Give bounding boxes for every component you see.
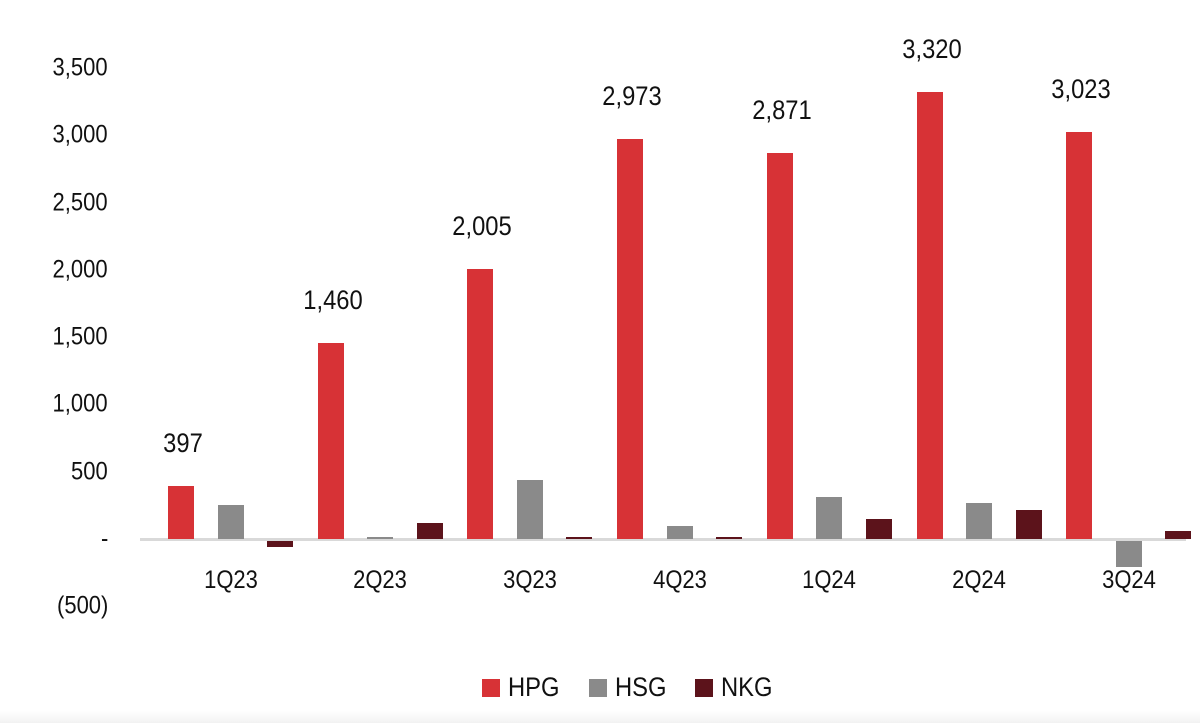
y-tick-label: 500 [71, 457, 108, 486]
x-tick-label: 3Q23 [502, 566, 557, 594]
bar-hsg-1q24 [816, 497, 843, 539]
data-label-hpg-1q24: 2,871 [752, 94, 812, 125]
legend-label-nkg: NKG [721, 672, 773, 702]
legend-item-nkg: NKG [695, 672, 780, 703]
bar-nkg-1q23 [267, 541, 293, 548]
bar-hpg-3q24 [1066, 132, 1093, 539]
bar-nkg-2q23 [416, 522, 443, 539]
data-label-hpg-3q23: 2,005 [452, 211, 513, 242]
y-tick-label: 2,500 [52, 188, 108, 217]
data-label-hpg-2q24: 3,320 [901, 34, 962, 65]
y-tick-label: 1,000 [52, 389, 108, 418]
legend-item-hpg: HPG [482, 672, 567, 703]
bar-nkg-4q23 [716, 537, 743, 539]
y-tick-label: 1,500 [52, 322, 108, 351]
x-tick-label: 1Q23 [203, 566, 258, 594]
bar-hpg-4q23 [617, 138, 644, 539]
bar-hsg-1q23 [217, 505, 244, 539]
legend-swatch-hpg [482, 678, 500, 697]
bar-hpg-1q23 [168, 485, 194, 539]
y-tick-label: 2,000 [52, 255, 108, 284]
bar-nkg-3q24 [1165, 530, 1192, 539]
x-tick-label: 2Q23 [353, 566, 408, 594]
data-label-hpg-1q23: 397 [163, 427, 203, 458]
y-tick-label: (500) [56, 591, 108, 620]
y-tick-label: 3,000 [52, 120, 108, 149]
bar-hsg-4q23 [666, 525, 693, 539]
x-tick-label: 1Q24 [802, 566, 857, 594]
data-label-hpg-2q23: 1,460 [302, 284, 363, 315]
x-tick-label: 3Q24 [1101, 566, 1156, 594]
bar-nkg-2q24 [1015, 510, 1042, 539]
bar-nkg-3q23 [566, 537, 593, 539]
bar-hsg-2q24 [966, 503, 992, 539]
x-tick-label: 4Q23 [652, 566, 707, 594]
y-tick-label: 3,500 [52, 53, 108, 82]
legend: HPG HSG NKG [482, 672, 780, 703]
bar-hpg-2q23 [317, 342, 344, 539]
bar-hpg-3q23 [467, 269, 494, 539]
bar-hsg-3q23 [516, 479, 543, 539]
legend-swatch-hsg [588, 678, 607, 697]
data-label-hpg-4q23: 2,973 [602, 80, 662, 111]
x-tick-label: 2Q24 [952, 566, 1006, 594]
y-tick-label: - [100, 524, 108, 553]
bar-hsg-2q23 [367, 537, 394, 539]
data-label-hpg-3q24: 3,023 [1051, 74, 1111, 105]
legend-label-hpg: HPG [508, 672, 560, 702]
x-axis-baseline [140, 538, 1186, 541]
bar-nkg-1q24 [865, 518, 892, 539]
legend-swatch-nkg [695, 678, 714, 697]
bottom-shade [0, 711, 1200, 723]
bar-hsg-3q24 [1115, 541, 1142, 568]
bar-hpg-2q24 [916, 92, 943, 539]
bar-hpg-1q24 [766, 152, 793, 539]
legend-label-hsg: HSG [614, 672, 667, 702]
legend-item-hsg: HSG [588, 672, 674, 703]
